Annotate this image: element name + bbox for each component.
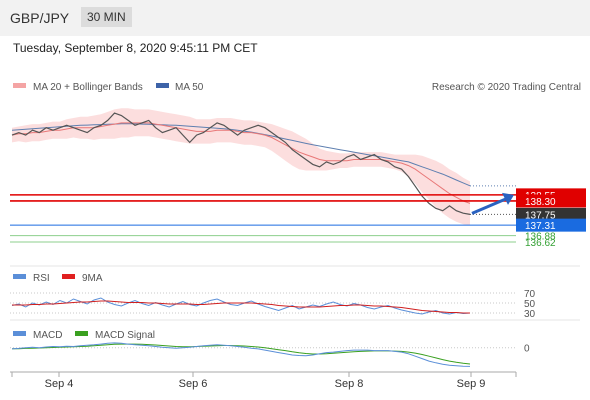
- resistance-price-box: [516, 194, 586, 208]
- ma20-legend-swatch: [13, 83, 26, 88]
- pivot-price-label: 137.31: [525, 221, 556, 232]
- rsi-ma-legend-label: 9MA: [82, 273, 103, 284]
- copyright-credit: Research © 2020 Trading Central: [432, 82, 581, 93]
- x-axis-tick-label: Sep 6: [179, 378, 208, 390]
- bollinger-band: [12, 108, 470, 226]
- rsi-level-label: 50: [524, 299, 536, 310]
- forecast-arrow-shaft: [471, 197, 507, 215]
- rsi-line: [11, 297, 471, 315]
- macd-zero-label: 0: [524, 344, 530, 355]
- rsi-level-label: 70: [524, 289, 536, 300]
- rsi-legend: RSI 9MA: [13, 273, 103, 284]
- timeframe-button[interactable]: 30 MIN: [81, 7, 132, 27]
- current-price-label: 137.75: [525, 210, 556, 221]
- support-price-label: 136.62: [525, 238, 556, 249]
- rsi-level-label: 30: [524, 309, 536, 320]
- macd-legend-label: MACD: [33, 330, 62, 341]
- chart-datetime: Tuesday, September 8, 2020 9:45:11 PM CE…: [13, 41, 258, 55]
- macd-panel: 0: [10, 342, 530, 367]
- x-axis-tick-label: Sep 8: [335, 378, 364, 390]
- chart-header: GBP/JPY 30 MIN: [0, 0, 590, 36]
- rsi-legend-label: RSI: [33, 273, 50, 284]
- ma50-legend-swatch: [156, 83, 169, 88]
- ma50-line: [11, 123, 471, 187]
- price-legend: MA 20 + Bollinger Bands MA 50 Research ©…: [13, 82, 581, 93]
- currency-pair: GBP/JPY: [10, 10, 70, 26]
- rsi-ma-legend-swatch: [62, 274, 75, 279]
- macd-legend-swatch: [13, 331, 26, 336]
- x-axis: Sep 4 Sep 6 Sep 8 Sep 9: [10, 371, 517, 390]
- macd-line: [11, 342, 471, 367]
- ma50-legend-label: MA 50: [175, 82, 204, 93]
- rsi-legend-swatch: [13, 274, 26, 279]
- ma20-legend-label: MA 20 + Bollinger Bands: [33, 82, 143, 93]
- resistance-price-label: 138.30: [525, 197, 556, 208]
- macd-legend: MACD MACD Signal: [13, 330, 155, 341]
- pivot-price-box: [516, 218, 586, 232]
- support-price-label: 136.88: [525, 232, 556, 243]
- forecast-arrow-head: [502, 192, 514, 205]
- macd-signal-legend-label: MACD Signal: [95, 330, 155, 341]
- macd-signal-legend-swatch: [75, 331, 88, 336]
- price-line: [11, 112, 471, 215]
- x-axis-tick-label: Sep 9: [457, 378, 486, 390]
- x-axis-tick-label: Sep 4: [45, 378, 74, 390]
- current-price-box: [516, 207, 586, 221]
- rsi-ma-line: [12, 300, 470, 314]
